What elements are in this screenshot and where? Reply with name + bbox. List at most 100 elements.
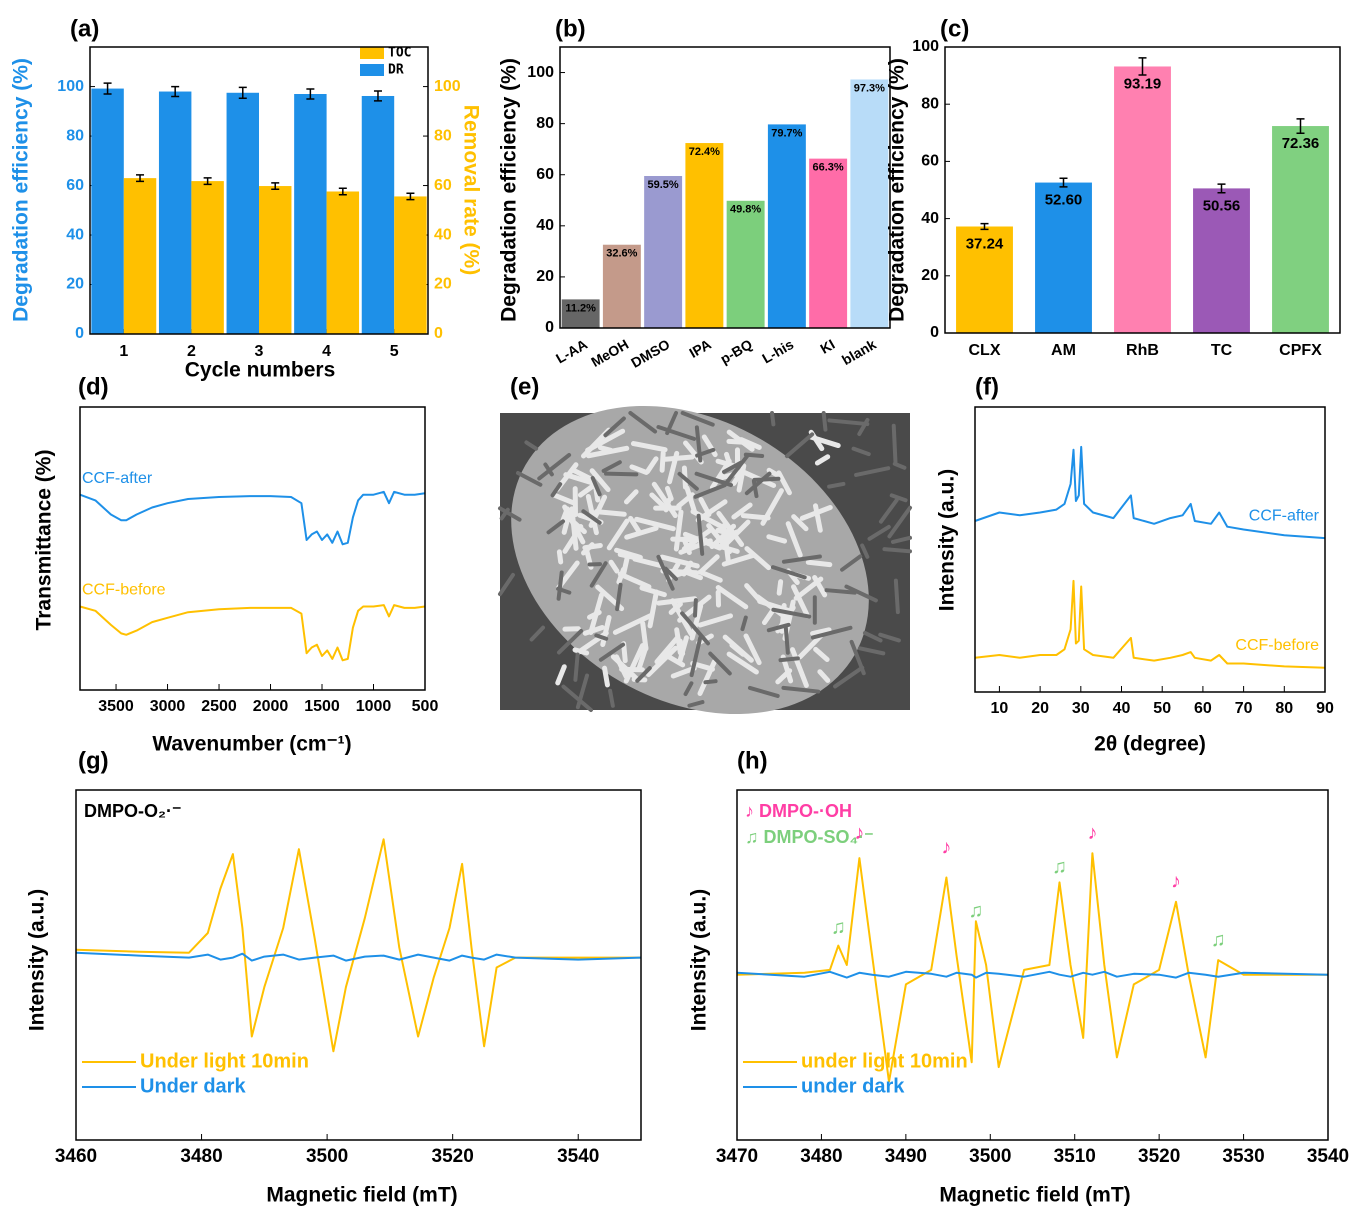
value-label: 11.2%	[565, 302, 596, 314]
rod	[896, 581, 898, 612]
x-tick-label: 3480	[800, 1146, 842, 1167]
annotation-label: DMPO-·OH	[759, 801, 852, 821]
y-axis-title: Intensity (a.u.)	[688, 889, 711, 1031]
x-tick-label: IPA	[686, 336, 713, 361]
y-axis-title: Degradation efficiency (%)	[498, 58, 521, 322]
line-series	[737, 853, 1328, 1081]
rod	[575, 654, 577, 679]
x-tick-label: 70	[1235, 700, 1253, 717]
x-tick-label: blank	[839, 336, 879, 368]
legend-label: under light 10min	[801, 1050, 968, 1072]
legend-label: Under light 10min	[140, 1050, 309, 1072]
x-tick-label: 3530	[1222, 1146, 1264, 1167]
bar	[685, 143, 723, 328]
series-label: CCF-after	[82, 470, 153, 487]
x-tick-label: 80	[1275, 700, 1293, 717]
x-axis-title: Cycle numbers	[185, 359, 336, 382]
y-tick-label: 100	[912, 38, 939, 55]
y-axis-title: Intensity (a.u.)	[936, 469, 959, 611]
peak-marker: ♪	[941, 837, 951, 859]
x-tick-label: 3540	[1307, 1146, 1349, 1167]
x-tick-label: p-BQ	[717, 336, 755, 367]
x-tick-label: 1	[119, 343, 128, 360]
rod	[754, 479, 778, 480]
y-tick-label: 0	[75, 325, 84, 342]
annotation: ♪ DMPO-·OH	[745, 801, 852, 821]
y-tick-label: 60	[921, 153, 939, 170]
x-tick-label: 3510	[1054, 1146, 1096, 1167]
legend-swatch	[360, 47, 384, 59]
y-tick-label: 20	[921, 267, 939, 284]
line-series	[80, 492, 425, 544]
value-label: 49.8%	[730, 204, 761, 216]
rod	[666, 500, 669, 510]
panel-label: (h)	[737, 747, 768, 774]
panel-label: (f)	[975, 373, 999, 400]
rod	[666, 457, 693, 459]
y-tick-label: 80	[536, 115, 554, 132]
value-label: 37.24	[966, 235, 1004, 252]
bar	[124, 178, 156, 334]
panel-label: (g)	[78, 747, 109, 774]
value-label: 66.3%	[813, 162, 844, 174]
peak-marker: ♫	[1052, 856, 1067, 878]
x-tick-label: 2	[187, 343, 196, 360]
bar	[394, 196, 426, 334]
x-axis-title: 2θ (degree)	[1094, 733, 1206, 756]
rod	[824, 413, 826, 430]
rod	[600, 448, 610, 451]
rod	[779, 582, 780, 593]
y-tick-label: 100	[527, 64, 554, 81]
bar	[294, 94, 326, 334]
panel-label: (a)	[70, 15, 99, 42]
x-tick-label: 30	[1072, 700, 1090, 717]
y-tick-label: 60	[66, 177, 84, 194]
x-tick-label: 20	[1031, 700, 1049, 717]
rod	[695, 600, 696, 616]
y2-tick-label: 60	[434, 177, 452, 194]
value-label: 79.7%	[771, 127, 802, 139]
x-tick-label: 3500	[969, 1146, 1011, 1167]
panel-label: (e)	[510, 373, 539, 400]
rod	[620, 554, 633, 557]
annotation-label: DMPO-O₂·⁻	[84, 801, 182, 821]
x-tick-label: 3520	[1138, 1146, 1180, 1167]
y2-tick-label: 0	[434, 325, 443, 342]
panel-label: (d)	[78, 373, 109, 400]
y-tick-label: 20	[536, 268, 554, 285]
x-tick-label: 40	[1113, 700, 1131, 717]
bar	[259, 186, 291, 334]
bar	[227, 93, 259, 334]
bar	[327, 191, 359, 334]
bar	[809, 159, 847, 328]
y-axis-title: Degradation efficiency (%)	[886, 58, 909, 322]
x-tick-label: 50	[1153, 700, 1171, 717]
x-tick-label: 2500	[201, 698, 237, 715]
x-tick-label: 90	[1316, 700, 1334, 717]
x-tick-label: 2000	[253, 698, 289, 715]
rod	[596, 512, 624, 515]
x-tick-label: 3500	[98, 698, 134, 715]
value-label: 72.4%	[689, 146, 720, 158]
legend-label: under dark	[801, 1075, 905, 1097]
bar	[362, 96, 394, 334]
bar	[91, 89, 123, 334]
x-tick-label: 1500	[304, 698, 340, 715]
line-series	[975, 581, 1325, 668]
value-label: 59.5%	[648, 179, 679, 191]
rod	[808, 562, 830, 564]
panel-label: (b)	[555, 15, 586, 42]
y-axis-title: Degradation efficiency (%)	[10, 58, 33, 322]
rod	[772, 413, 773, 424]
x-tick-label: KI	[817, 336, 837, 357]
rod	[894, 426, 896, 463]
y2-tick-label: 100	[434, 78, 461, 95]
bar	[850, 79, 888, 328]
series-label: CCF-before	[1235, 637, 1319, 654]
x-tick-label: 3460	[55, 1146, 97, 1167]
rod	[884, 549, 910, 551]
y-tick-label: 100	[57, 78, 84, 95]
peak-marker: ♪	[1087, 822, 1097, 844]
line-series	[737, 972, 1328, 978]
y-tick-label: 0	[930, 324, 939, 341]
